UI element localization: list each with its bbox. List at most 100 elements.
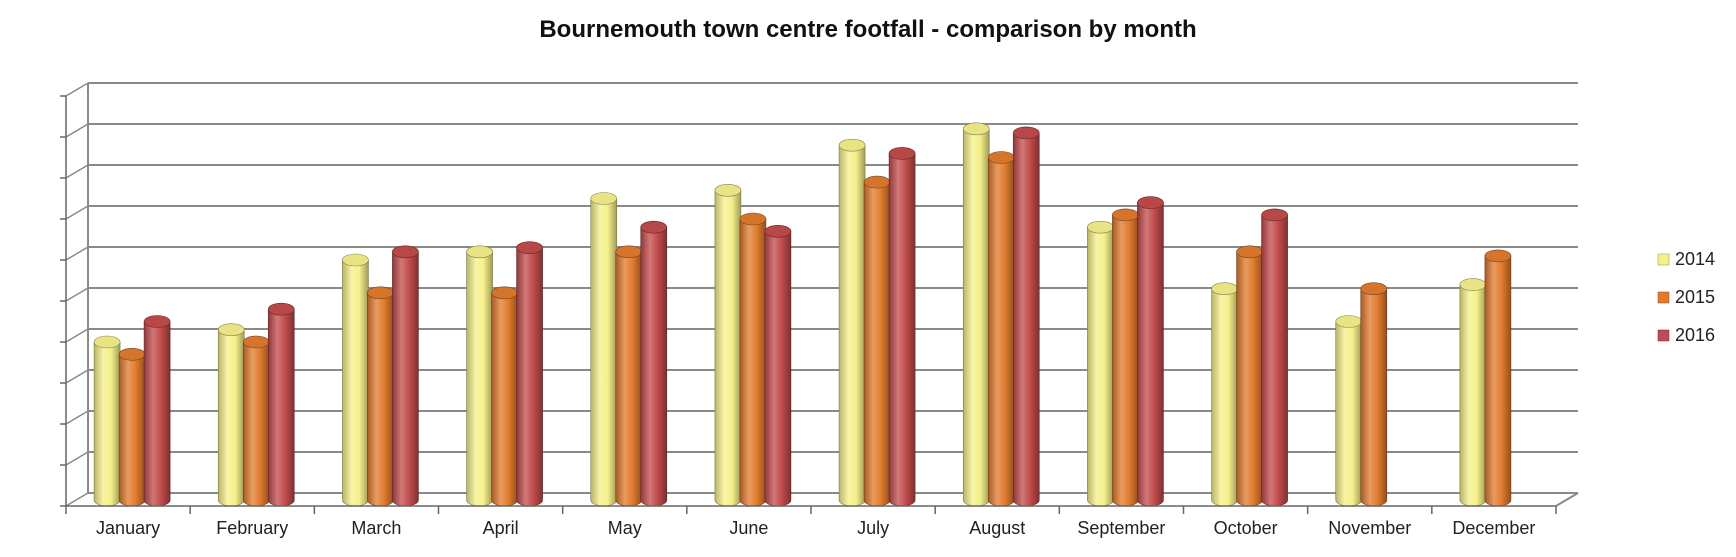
bar-top [590,192,618,205]
bar-2015-april [491,286,518,507]
x-tick-label: May [608,518,642,538]
bar-2014-january [93,335,121,507]
bar-body [1012,132,1040,507]
floor-right-edge [1555,492,1579,507]
bar-2016-may [640,220,668,507]
bar-body [118,354,146,507]
legend-label: 2014 [1675,249,1715,269]
x-tick-label: September [1077,518,1165,538]
bar-top [143,315,171,328]
bar-body [143,321,171,507]
bar-2014-august [962,122,990,507]
bar-top [242,335,270,349]
bar-2014-october [1211,282,1238,507]
bar-top [714,184,742,197]
bar-body [342,259,369,507]
bar-body [1137,202,1164,507]
bar-top [615,245,643,259]
bar-top [217,323,245,337]
bar-body [838,144,866,507]
bar-top [739,212,767,226]
bar-2015-january [118,347,146,507]
legend-swatch [1657,329,1670,342]
x-tick-label: December [1452,518,1535,538]
bars-layer [93,122,1512,507]
bar-2016-april [516,241,543,507]
bar-2016-january [143,315,171,507]
bar-2016-june [764,225,792,507]
x-tick-label: August [969,518,1025,538]
bar-body [1261,214,1288,507]
wall-gridline [65,246,89,261]
x-tick-label: June [729,518,768,538]
grid-layer [65,82,1579,507]
wall-gridline [65,205,89,220]
bar-2015-october [1236,245,1263,507]
bar-2014-november [1335,315,1363,507]
bar-2014-july [838,138,866,507]
bar-2014-september [1087,220,1114,507]
bar-top [491,286,518,300]
bar-body [863,181,891,507]
bar-body [267,308,295,507]
bar-body [466,251,493,507]
x-tick-label: January [96,518,160,538]
bar-top [392,245,419,259]
bar-2015-june [739,212,767,507]
bar-body [516,247,543,507]
bar-2016-july [888,147,916,507]
legend-label: 2015 [1675,287,1715,307]
bar-2016-october [1261,208,1288,507]
wall-gridline [65,82,89,97]
x-tick-label: March [351,518,401,538]
bar-body [640,226,668,507]
bar-2016-august [1012,126,1040,507]
wall-gridline [65,164,89,179]
legend-item-2014: 2014 [1657,249,1715,269]
wall-gridline [65,369,89,384]
bar-top [838,138,866,152]
bar-top [1360,282,1388,296]
bar-body [1112,214,1139,507]
wall-gridline [65,492,89,507]
bar-2015-september [1112,208,1139,507]
legend-swatch [1657,253,1670,266]
legend-item-2015: 2015 [1657,287,1715,307]
bar-top [888,147,916,160]
bar-2014-march [342,253,369,507]
bar-top [764,225,792,238]
bar-body [764,231,792,507]
bar-2016-february [267,302,295,507]
bar-body [392,251,419,507]
bar-top [1211,282,1238,296]
bar-body [1087,226,1114,507]
bar-top [1236,245,1263,259]
x-tick-label: April [483,518,519,538]
bar-body [962,128,990,507]
bar-top [863,175,891,189]
bar-2014-april [466,245,493,507]
bar-top [267,302,295,316]
bar-body [987,157,1015,507]
bar-2014-may [590,192,618,507]
wall-gridline [65,123,89,138]
wall-gridline [65,451,89,466]
axis-layer: January February March April May June July Augu… [60,95,1557,538]
bar-body [1484,255,1512,507]
bar-2015-july [863,175,891,507]
bar-top [1484,249,1512,263]
bar-2015-february [242,335,270,507]
bar-top [1261,208,1288,222]
bar-2014-june [714,184,742,507]
bar-2014-february [217,323,245,507]
bar-top [1335,315,1363,328]
bar-top [93,335,121,349]
legend-item-2016: 2016 [1657,325,1715,345]
bar-body [217,329,245,507]
legend-swatch [1657,291,1670,304]
bar-top [1087,220,1114,234]
bar-body [367,292,394,507]
x-tick-label: February [216,518,288,538]
